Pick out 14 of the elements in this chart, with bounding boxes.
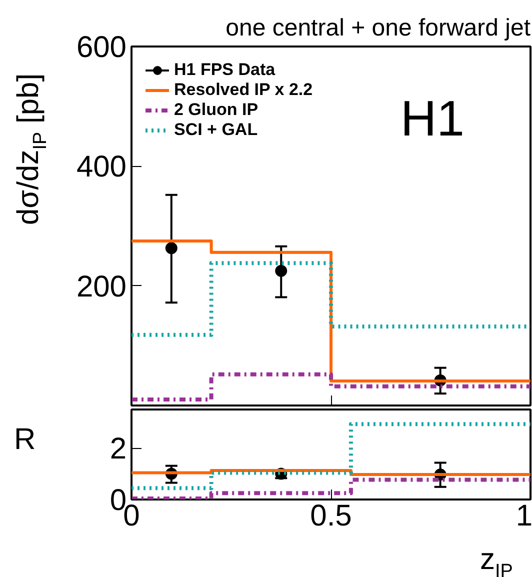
y-axis-title: R xyxy=(14,422,36,458)
x-tick-label: 0.5 xyxy=(310,500,352,532)
y-tick-label: 200 xyxy=(76,270,127,304)
legend-label: 2 Gluon IP xyxy=(174,100,258,120)
legend-label: Resolved IP x 2.2 xyxy=(174,80,313,100)
annotation: H1 xyxy=(400,90,464,146)
x-tick-label: 1 xyxy=(516,500,532,532)
legend-label: H1 FPS Data xyxy=(174,60,276,80)
y-tick-label: 600 xyxy=(76,31,127,64)
x-axis-title: z$_{IP}$ xyxy=(480,542,513,577)
chart-title: one central + one forward jet xyxy=(226,14,531,42)
y-tick-label: 2 xyxy=(110,432,127,466)
y-tick-label: 400 xyxy=(76,150,127,184)
legend-label: SCI + GAL xyxy=(174,120,258,140)
